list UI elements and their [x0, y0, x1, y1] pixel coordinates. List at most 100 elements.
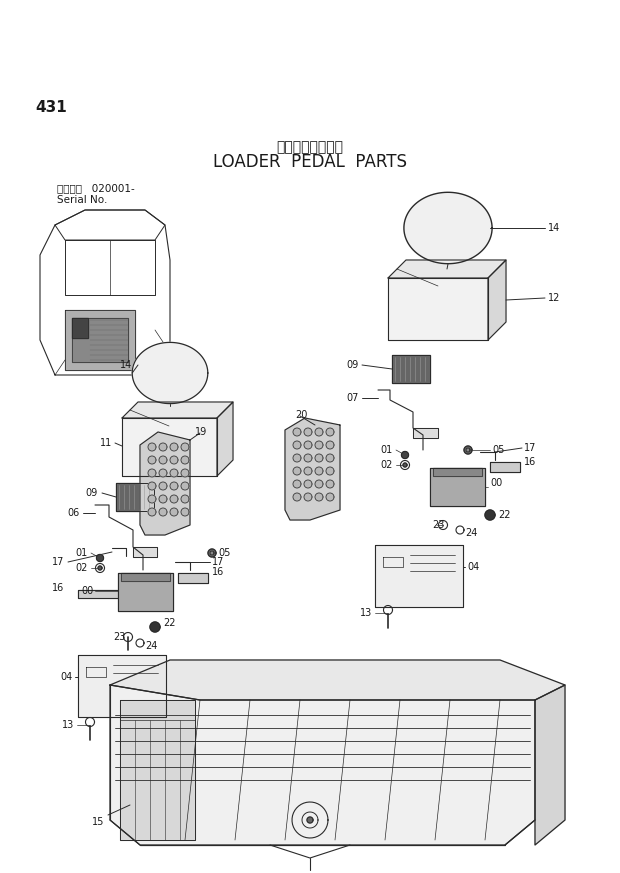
- Polygon shape: [170, 456, 178, 464]
- Text: 01: 01: [380, 445, 392, 455]
- Text: 13: 13: [360, 608, 372, 618]
- Polygon shape: [490, 462, 520, 472]
- Text: 17: 17: [52, 557, 64, 567]
- Polygon shape: [72, 318, 88, 338]
- Polygon shape: [326, 454, 334, 462]
- Polygon shape: [464, 446, 472, 454]
- Polygon shape: [217, 402, 233, 476]
- Polygon shape: [315, 441, 323, 449]
- Polygon shape: [170, 482, 178, 490]
- Polygon shape: [98, 566, 102, 570]
- Text: Serial No.: Serial No.: [57, 195, 107, 205]
- Polygon shape: [110, 685, 535, 845]
- Polygon shape: [326, 480, 334, 488]
- Polygon shape: [148, 443, 156, 451]
- Text: 23: 23: [432, 520, 445, 530]
- Polygon shape: [404, 192, 492, 264]
- Polygon shape: [293, 441, 301, 449]
- Polygon shape: [118, 573, 173, 611]
- Polygon shape: [285, 418, 340, 520]
- Polygon shape: [159, 482, 167, 490]
- Polygon shape: [304, 493, 312, 501]
- Polygon shape: [148, 482, 156, 490]
- Text: LOADER  PEDAL  PARTS: LOADER PEDAL PARTS: [213, 153, 407, 171]
- Polygon shape: [304, 441, 312, 449]
- Polygon shape: [148, 508, 156, 516]
- Text: 01: 01: [75, 548, 87, 558]
- Text: 14: 14: [548, 223, 560, 233]
- Text: 16: 16: [52, 583, 64, 593]
- Text: ローダベダル部品: ローダベダル部品: [277, 140, 343, 154]
- Text: 17: 17: [212, 557, 224, 567]
- Text: 12: 12: [548, 293, 560, 303]
- Polygon shape: [304, 480, 312, 488]
- Text: 14: 14: [120, 360, 132, 370]
- Polygon shape: [535, 685, 565, 845]
- Text: 24: 24: [145, 641, 157, 651]
- Polygon shape: [170, 443, 178, 451]
- Polygon shape: [140, 432, 190, 535]
- Polygon shape: [159, 469, 167, 477]
- Polygon shape: [388, 260, 506, 278]
- Polygon shape: [122, 418, 217, 476]
- Text: 431: 431: [35, 100, 67, 115]
- Polygon shape: [304, 467, 312, 475]
- Text: 11: 11: [100, 438, 112, 448]
- Text: 13: 13: [62, 720, 74, 730]
- Text: 24: 24: [465, 528, 477, 538]
- Text: 16: 16: [212, 567, 224, 577]
- Polygon shape: [170, 495, 178, 503]
- Polygon shape: [181, 482, 189, 490]
- Polygon shape: [326, 467, 334, 475]
- Polygon shape: [488, 260, 506, 340]
- Text: 04: 04: [60, 672, 73, 682]
- Polygon shape: [375, 545, 463, 607]
- Polygon shape: [72, 318, 128, 362]
- Polygon shape: [121, 573, 170, 581]
- Polygon shape: [159, 443, 167, 451]
- Polygon shape: [159, 508, 167, 516]
- Text: 適用号機   020001-: 適用号機 020001-: [57, 183, 135, 193]
- Polygon shape: [122, 402, 233, 418]
- Polygon shape: [403, 463, 407, 467]
- Polygon shape: [148, 469, 156, 477]
- Polygon shape: [315, 467, 323, 475]
- Text: 22: 22: [163, 618, 175, 628]
- Polygon shape: [304, 454, 312, 462]
- Polygon shape: [326, 441, 334, 449]
- Polygon shape: [110, 660, 565, 700]
- Polygon shape: [293, 480, 301, 488]
- Text: 23: 23: [113, 632, 125, 642]
- Text: 05: 05: [492, 445, 505, 455]
- Text: 00: 00: [490, 478, 502, 488]
- Text: 19: 19: [195, 427, 207, 437]
- Polygon shape: [78, 590, 118, 598]
- Polygon shape: [433, 468, 482, 476]
- Polygon shape: [307, 817, 313, 823]
- Polygon shape: [430, 468, 485, 506]
- Text: 17: 17: [524, 443, 536, 453]
- Polygon shape: [208, 549, 216, 557]
- Polygon shape: [326, 493, 334, 501]
- Text: 20: 20: [295, 410, 308, 420]
- Polygon shape: [159, 495, 167, 503]
- Polygon shape: [413, 428, 438, 438]
- Polygon shape: [159, 456, 167, 464]
- Text: 05: 05: [218, 548, 231, 558]
- Polygon shape: [402, 451, 409, 458]
- Polygon shape: [315, 454, 323, 462]
- Text: 00: 00: [81, 586, 93, 596]
- Polygon shape: [78, 655, 166, 717]
- Text: 04: 04: [467, 562, 479, 572]
- Text: 06: 06: [67, 508, 79, 518]
- Polygon shape: [181, 469, 189, 477]
- Polygon shape: [304, 428, 312, 436]
- Polygon shape: [181, 443, 189, 451]
- Polygon shape: [148, 495, 156, 503]
- Text: 09: 09: [346, 360, 358, 370]
- Polygon shape: [181, 508, 189, 516]
- Polygon shape: [293, 493, 301, 501]
- Text: 09: 09: [85, 488, 97, 498]
- Polygon shape: [315, 428, 323, 436]
- Polygon shape: [170, 508, 178, 516]
